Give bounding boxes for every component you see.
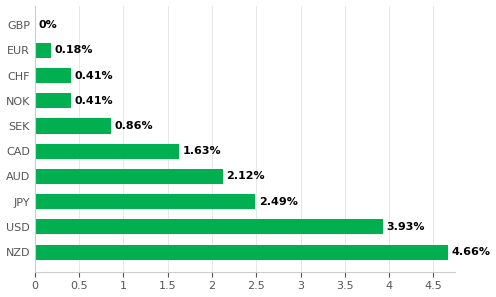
Bar xyxy=(35,93,71,108)
Text: 0.86%: 0.86% xyxy=(115,121,153,131)
Bar xyxy=(35,169,223,184)
Text: 3.93%: 3.93% xyxy=(386,222,425,232)
Bar xyxy=(35,144,179,159)
Bar xyxy=(35,43,51,58)
Bar xyxy=(35,119,111,134)
Text: 2.12%: 2.12% xyxy=(226,171,265,181)
Text: 2.49%: 2.49% xyxy=(259,197,298,207)
Text: 4.66%: 4.66% xyxy=(451,247,490,257)
Bar xyxy=(35,244,447,260)
Bar xyxy=(35,68,71,83)
Text: 0%: 0% xyxy=(39,20,57,30)
Text: 0.41%: 0.41% xyxy=(75,71,114,80)
Bar xyxy=(35,194,255,209)
Text: 0.18%: 0.18% xyxy=(55,45,93,56)
Text: 1.63%: 1.63% xyxy=(183,146,221,156)
Text: 0.41%: 0.41% xyxy=(75,96,114,106)
Bar xyxy=(35,219,383,234)
